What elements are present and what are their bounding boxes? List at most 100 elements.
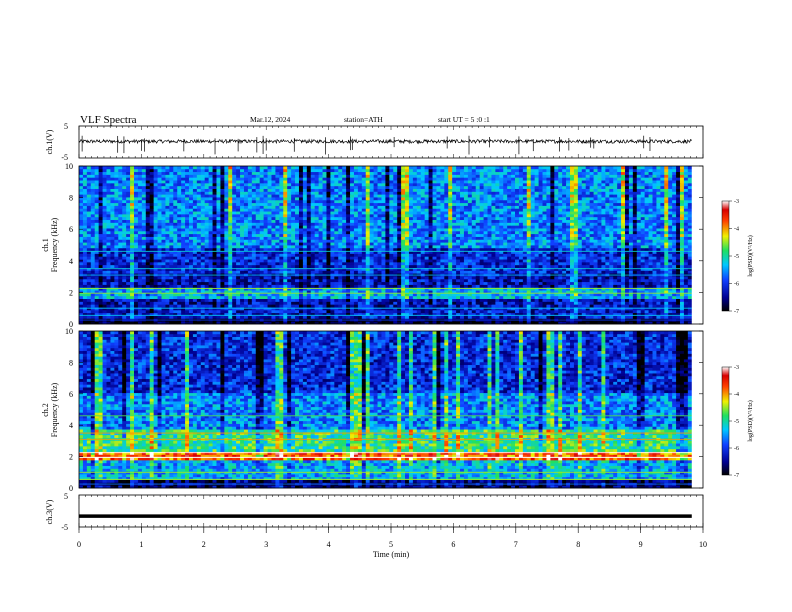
spectrogram-cell: [338, 236, 343, 240]
spectrogram-cell: [114, 259, 119, 263]
spectrogram-cell: [295, 298, 300, 302]
spectrogram-cell: [503, 304, 508, 308]
spectrogram-cell: [334, 304, 339, 308]
spectrogram-cell: [412, 292, 418, 297]
spectrogram-cell: [377, 247, 382, 252]
spectrogram-cell: [330, 270, 335, 274]
spectrogram-cell: [515, 267, 520, 271]
spectrogram-cell: [342, 304, 347, 308]
spectrogram-cell: [491, 256, 496, 260]
spectrogram-cell: [373, 270, 378, 274]
spectrogram-cell: [122, 290, 127, 294]
spectrogram-cell: [499, 256, 504, 260]
spectrogram-cell: [538, 292, 543, 297]
spectrogram-cell: [526, 250, 532, 254]
spectrogram-cell: [644, 292, 649, 297]
spectrogram-cell: [428, 309, 433, 314]
spectrogram-cell: [177, 242, 182, 246]
spectrogram-cell: [397, 245, 402, 249]
spectrogram-cell: [467, 307, 473, 311]
spectrogram-cell: [487, 267, 492, 271]
spectrogram-cell: [310, 247, 316, 252]
spectrogram-cell: [314, 281, 320, 285]
spectrogram-cell: [228, 239, 233, 243]
spectrogram-cell: [82, 253, 88, 257]
spectrogram-cell: [570, 284, 575, 288]
spectrogram-cell: [326, 267, 331, 271]
spectrogram-cell: [291, 315, 296, 319]
spectrogram-cell: [499, 259, 504, 263]
spectrogram-cell: [161, 298, 166, 302]
spectrogram-cell: [463, 242, 469, 246]
spectrogram-cell: [318, 256, 323, 260]
spectrogram-cell: [538, 261, 543, 266]
spectrogram-cell: [255, 276, 261, 280]
spectrogram-cell: [526, 309, 532, 314]
spectrogram-cell: [628, 304, 634, 308]
spectrogram-cell: [566, 301, 571, 305]
spectrogram-cell: [79, 278, 84, 283]
spectrogram-cell: [295, 315, 300, 319]
spectrogram-cell: [275, 270, 280, 274]
spectrogram-cell: [326, 253, 331, 257]
spectrogram-cell: [562, 261, 567, 266]
spectrogram-cell: [302, 253, 308, 257]
spectrogram-cell: [291, 239, 296, 243]
spectrogram-cell: [291, 295, 296, 300]
spectrogram-cell: [570, 247, 575, 252]
spectrogram-cell: [177, 315, 182, 319]
spectrogram-cell: [302, 295, 308, 300]
spectrogram-cell: [546, 278, 551, 283]
spectrogram-cell: [322, 307, 327, 311]
spectrogram-cell: [353, 292, 359, 297]
spectrogram-cell: [86, 287, 92, 291]
spectrogram-cell: [228, 309, 233, 314]
spectrogram-cell: [440, 259, 445, 263]
spectrogram-cell: [232, 321, 237, 325]
spectrogram-cell: [196, 287, 202, 291]
spectrogram-cell: [530, 309, 536, 314]
spectrogram-cell: [322, 321, 327, 325]
spectrogram-cell: [550, 295, 555, 300]
spectrogram-cell: [648, 270, 653, 274]
spectrogram-cell: [220, 247, 225, 252]
spectrogram-cell: [656, 301, 661, 305]
spectrogram-cell: [255, 290, 261, 294]
spectrogram-cell: [318, 315, 323, 319]
spectrogram-cell: [412, 307, 418, 311]
spectrogram-cell: [632, 284, 638, 288]
spectrogram-cell: [503, 312, 508, 316]
spectrogram-cell: [660, 292, 665, 297]
spectrogram-cell: [385, 287, 390, 291]
spectrogram-cell: [456, 284, 461, 288]
spectrogram-cell: [609, 301, 614, 305]
spectrogram-cell: [330, 284, 335, 288]
spectrogram-cell: [679, 278, 685, 283]
spectrogram-cell: [322, 270, 327, 274]
spectrogram-cell: [330, 253, 335, 257]
spectrogram-cell: [287, 256, 292, 260]
spectrogram-cell: [271, 276, 276, 280]
spectrogram-cell: [499, 301, 504, 305]
spectrogram-cell: [424, 315, 429, 319]
spectrogram-cell: [534, 301, 539, 305]
spectrogram-cell: [475, 315, 481, 319]
spectrogram-cell: [432, 295, 437, 300]
spectrogram-cell: [130, 284, 135, 288]
spectrogram-cell: [471, 304, 477, 308]
spectrogram-cell: [137, 242, 143, 246]
spectrogram-cell: [240, 309, 245, 314]
spectrogram-cell: [397, 264, 402, 268]
spectrogram-cell: [385, 261, 390, 266]
start-time-label: start UT = 5 :0 :1: [438, 115, 490, 124]
spectrogram-cell: [463, 284, 469, 288]
spectrogram-cell: [483, 281, 488, 285]
spectrogram-cell: [487, 287, 492, 291]
spectrogram-cell: [310, 253, 316, 257]
spectrogram-cell: [609, 298, 614, 302]
spectrogram-cell: [479, 307, 484, 311]
spectrogram-cell: [613, 242, 618, 246]
spectrogram-cell: [687, 298, 693, 302]
spectrogram-cell: [679, 256, 685, 260]
spectrogram-cell: [507, 295, 512, 300]
